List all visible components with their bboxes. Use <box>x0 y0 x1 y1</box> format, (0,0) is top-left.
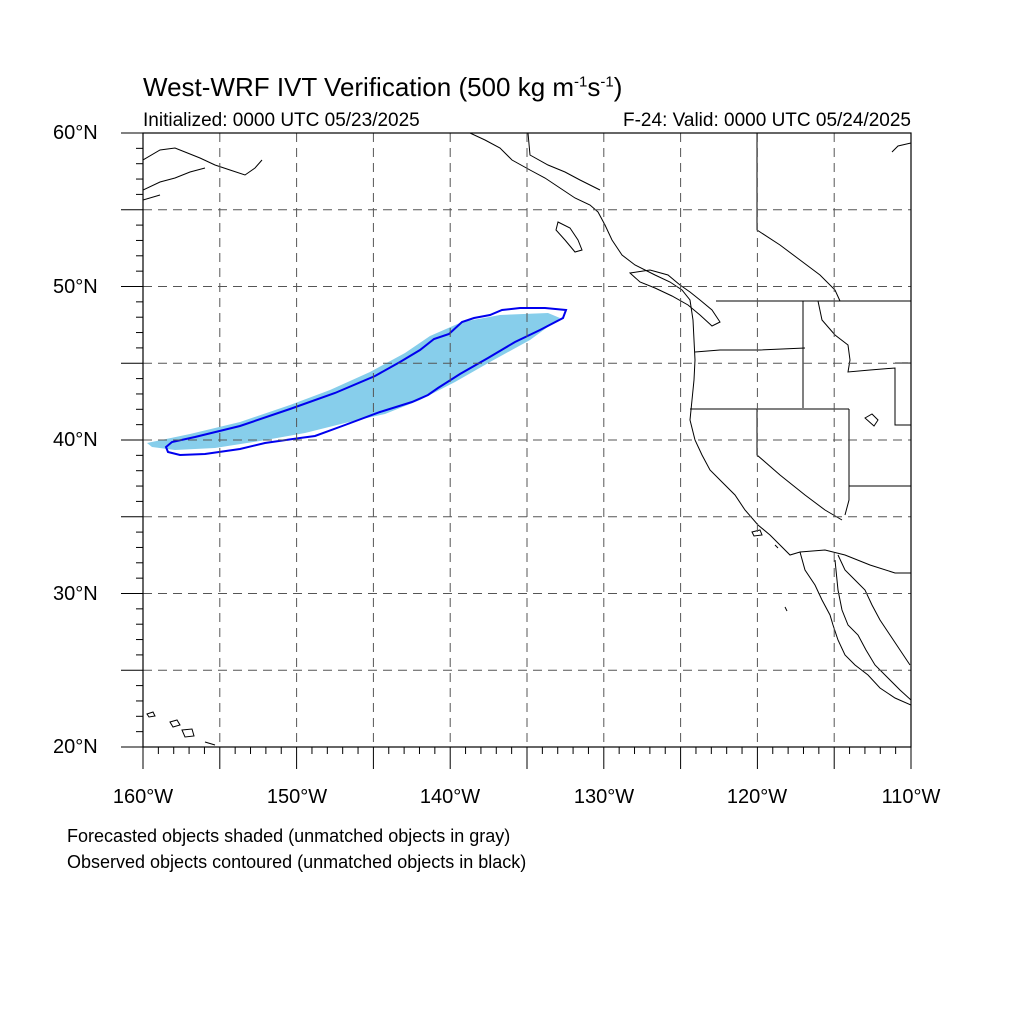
lat-label-30n: 30°N <box>53 583 98 605</box>
observed-ivt-contour <box>164 307 568 457</box>
figure-title: West-WRF IVT Verification (500 kg m-1s-1… <box>143 72 623 102</box>
lat-label-20n: 20°N <box>53 736 98 758</box>
initialized-time: Initialized: 0000 UTC 05/23/2025 <box>143 110 420 131</box>
forecast-legend-note: Forecasted objects shaded (unmatched obj… <box>67 826 511 846</box>
lat-label-40n: 40°N <box>53 429 98 451</box>
forecast-ivt-object <box>147 313 560 450</box>
lon-label-120w: 120°W <box>726 786 788 808</box>
lat-lon-grid <box>143 133 911 747</box>
lat-label-50n: 50°N <box>53 276 98 298</box>
lon-label-160w: 160°W <box>112 786 174 808</box>
lon-label-130w: 130°W <box>573 786 635 808</box>
observed-legend-note: Observed objects contoured (unmatched ob… <box>67 852 527 872</box>
lon-label-150w: 150°W <box>266 786 328 808</box>
political-borders <box>527 133 911 574</box>
lat-label-60n: 60°N <box>53 122 98 144</box>
valid-time: F-24: Valid: 0000 UTC 05/24/2025 <box>623 110 911 131</box>
lon-label-140w: 140°W <box>419 786 481 808</box>
lon-label-110w: 110°W <box>881 786 941 808</box>
axis-ticks <box>121 132 912 769</box>
coastlines <box>143 133 911 746</box>
